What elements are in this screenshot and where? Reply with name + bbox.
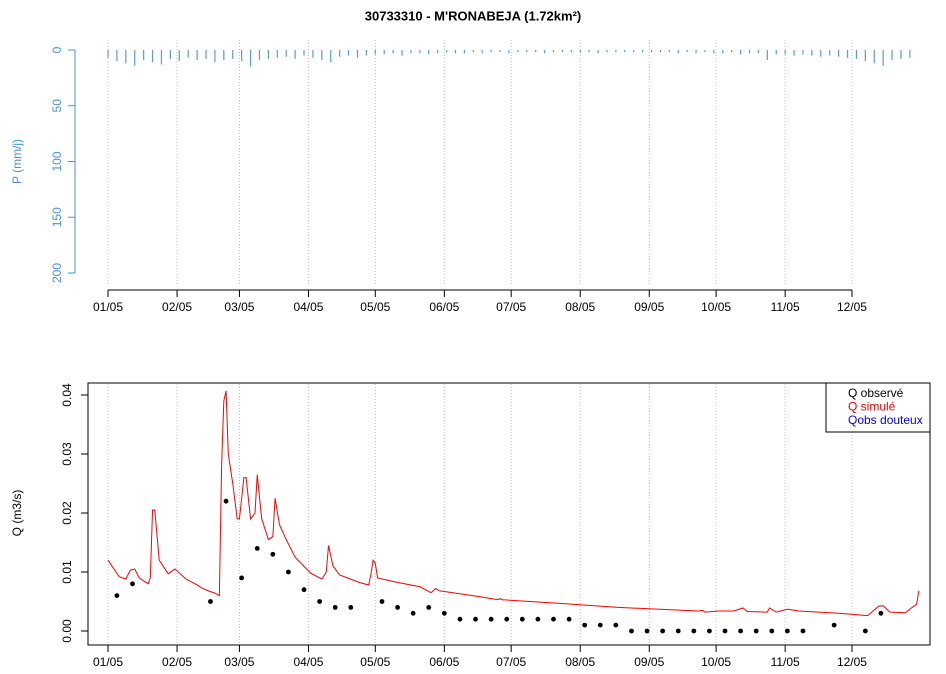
obs-point — [348, 605, 354, 610]
x-tick-label: 11/05 — [771, 655, 800, 669]
obs-point — [613, 622, 619, 628]
obs-point — [691, 628, 697, 634]
obs-point — [457, 616, 463, 622]
obs-point — [426, 605, 432, 610]
obs-point — [441, 610, 447, 616]
y-tick-label: 0.04 — [60, 383, 74, 407]
obs-point — [675, 628, 681, 634]
obs-point — [707, 628, 712, 634]
obs-point — [504, 616, 510, 622]
obs-point — [332, 605, 338, 610]
x-tick-label: 11/05 — [771, 300, 800, 314]
obs-point — [270, 551, 276, 557]
obs-point — [753, 628, 759, 634]
x-tick-label: 07/05 — [496, 300, 526, 314]
legend-label: Q observé — [848, 386, 904, 400]
y-tick-label: 200 — [50, 263, 64, 283]
x-tick-label: 10/05 — [701, 300, 731, 314]
obs-point — [317, 599, 323, 604]
legend-box — [825, 382, 931, 433]
obs-point — [722, 628, 728, 634]
obs-point — [644, 628, 650, 634]
obs-point — [738, 628, 744, 634]
x-tick-label: 05/05 — [360, 300, 390, 314]
y-tick-label: 50 — [50, 99, 64, 113]
y-tick-label: 100 — [50, 151, 64, 171]
x-tick-label: 09/05 — [634, 655, 664, 669]
obs-point — [223, 498, 229, 504]
x-tick-label: 01/05 — [93, 655, 123, 669]
x-tick-label: 02/05 — [162, 300, 192, 314]
obs-point — [831, 622, 837, 628]
x-tick-label: 12/05 — [837, 300, 867, 314]
x-tick-label: 01/05 — [93, 300, 123, 314]
x-tick-label: 12/05 — [837, 655, 867, 669]
y-tick-label: 150 — [50, 207, 64, 227]
obs-point — [597, 622, 603, 628]
obs-point — [582, 622, 588, 628]
x-tick-label: 06/05 — [429, 655, 459, 669]
x-tick-label: 04/05 — [293, 655, 323, 669]
x-tick-label: 05/05 — [360, 655, 390, 669]
x-tick-label: 03/05 — [224, 655, 254, 669]
obs-point — [784, 628, 790, 634]
obs-point — [208, 599, 213, 604]
x-tick-label: 10/05 — [701, 655, 731, 669]
obs-point — [862, 628, 868, 634]
y-tick-label: 0 — [50, 46, 64, 53]
obs-point — [551, 616, 556, 622]
obs-point — [535, 616, 541, 622]
y-tick-label: 0.03 — [60, 442, 74, 466]
obs-point — [769, 628, 775, 634]
y-tick-label: 0.00 — [60, 619, 74, 643]
obs-point — [660, 628, 666, 634]
y-axis-title: Q (m3/s) — [10, 490, 24, 537]
x-tick-label: 08/05 — [565, 300, 595, 314]
obs-point — [878, 610, 884, 616]
x-tick-label: 08/05 — [565, 655, 595, 669]
obs-point — [410, 610, 416, 616]
chart-title: 30733310 - M'RONABEJA (1.72km²) — [365, 8, 581, 23]
obs-point — [473, 616, 478, 622]
x-tick-label: 04/05 — [293, 300, 323, 314]
y-tick-label: 0.02 — [60, 501, 74, 525]
obs-point — [239, 575, 245, 581]
obs-point — [379, 599, 385, 604]
obs-point — [130, 581, 135, 587]
plot-frame — [87, 382, 931, 646]
obs-point — [254, 546, 260, 551]
x-tick-label: 02/05 — [162, 655, 192, 669]
obs-point — [800, 628, 806, 634]
sim-line — [107, 390, 920, 617]
y-axis-title: P (mm/j) — [10, 139, 24, 184]
obs-point — [488, 616, 494, 622]
obs-point — [566, 616, 572, 622]
obs-point — [519, 616, 525, 622]
obs-point — [114, 593, 120, 598]
x-tick-label: 06/05 — [429, 300, 459, 314]
obs-point — [629, 628, 634, 634]
y-tick-label: 0.01 — [60, 560, 74, 584]
obs-point — [286, 569, 291, 575]
x-tick-label: 07/05 — [496, 655, 526, 669]
legend-label: Qobs douteux — [848, 413, 923, 427]
obs-point — [301, 587, 307, 593]
x-tick-label: 03/05 — [224, 300, 254, 314]
obs-point — [395, 605, 400, 610]
x-tick-label: 09/05 — [634, 300, 664, 314]
legend-label: Q simulé — [848, 400, 896, 414]
